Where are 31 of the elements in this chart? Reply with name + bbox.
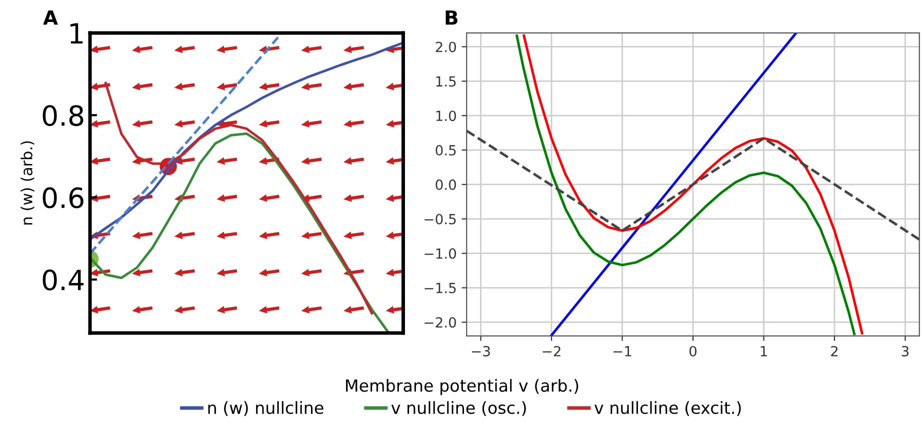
x-tick-label: −3 [472,346,490,356]
y-tick-label: 0.6 [42,187,84,208]
y-tick-label: 0.4 [42,269,84,291]
y-tick-label: 0.8 [42,105,84,126]
chart-title: A [43,10,58,25]
y-tick-label: 2.0 [436,42,456,52]
line-series [90,132,389,333]
y-tick-label: −0.5 [424,214,456,224]
line-series [550,32,797,336]
y-tick-label: −1.0 [424,248,456,259]
y-tick-label: 1.5 [436,76,456,87]
legend-label: v nullcline (excit.) [594,401,741,416]
legend-label: n (w) nullcline [208,401,324,416]
line-series [90,36,280,255]
legend-label: v nullcline (osc.) [391,401,526,416]
y-tick-label: 1.0 [436,110,456,122]
x-tick-label: −2 [542,346,560,356]
y-tick-label: −2.0 [424,317,456,328]
x-tick-label: 1 [760,346,767,356]
y-tick-label: 0.5 [436,145,456,156]
y-tick-label: 0.0 [436,179,456,190]
x-axis-title: Membrane potential v (arb.) [346,378,578,396]
x-tick-label: 3 [902,346,909,356]
y-tick-label: 1 [70,23,83,44]
chart-title: B [446,10,458,25]
line-series [466,130,920,241]
y-axis-title: n (w) (arb.) [20,141,34,225]
y-tick-label: −1.5 [424,282,456,294]
x-tick-label: 2 [831,346,838,356]
x-tick-label: 0 [689,346,696,356]
x-tick-label: −1 [613,346,632,356]
